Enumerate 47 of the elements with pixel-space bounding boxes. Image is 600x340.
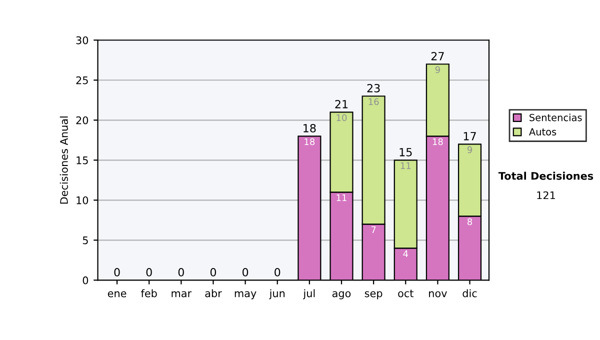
x-tick-label: nov [429, 291, 447, 298]
total-label: 0 [178, 268, 184, 276]
data-label: 18 [304, 138, 315, 146]
y-tick-label: 30 [76, 36, 88, 44]
total-label: 27 [431, 52, 444, 60]
x-tick-label: jul [303, 289, 315, 300]
y-tick-label: 0 [82, 276, 88, 284]
x-tick-label: ene [108, 291, 126, 298]
text: 121 [537, 191, 555, 200]
y-axis-title: Decisiones Anual [60, 116, 68, 204]
data-label: 10 [336, 114, 347, 122]
y-tick-label: 20 [76, 116, 88, 124]
total-label: 15 [400, 148, 412, 156]
x-tick-label: mar [172, 291, 192, 298]
data-label: 7 [371, 226, 376, 234]
total-label: 17 [464, 132, 476, 140]
data-label: 18 [432, 138, 443, 146]
total-label: 0 [274, 268, 280, 276]
total-label: 0 [146, 268, 152, 276]
data-label: 8 [468, 218, 472, 226]
text: Total Decisiones [498, 172, 594, 180]
total-label: 23 [367, 84, 380, 92]
data-label: 4 [403, 250, 408, 258]
y-tick-label: 15 [76, 156, 88, 164]
x-tick-label: jun [269, 289, 285, 300]
x-tick-label: abr [205, 289, 222, 298]
legend-label: Sentencias [530, 114, 582, 122]
y-tick-label: 10 [76, 196, 88, 204]
total-label: 21 [335, 100, 348, 108]
total-label: 18 [304, 124, 316, 132]
x-tick-label: may [234, 291, 256, 300]
data-label: 11 [336, 194, 346, 202]
x-tick-label: ago [332, 291, 351, 300]
x-tick-label: feb [141, 289, 157, 298]
y-tick-label: 5 [82, 236, 88, 244]
data-label: 16 [368, 98, 379, 106]
x-tick-label: oct [398, 290, 414, 298]
total-label: 0 [114, 268, 120, 276]
total-label: 0 [210, 268, 216, 276]
data-label: 9 [435, 66, 440, 74]
total-label: 0 [242, 268, 248, 276]
x-tick-label: dic [462, 289, 477, 298]
x-tick-label: sep [364, 291, 382, 300]
data-label: 9 [467, 146, 472, 154]
legend-label: Autos [529, 128, 556, 136]
data-label: 11 [400, 162, 411, 169]
y-tick-label: 25 [76, 76, 88, 84]
